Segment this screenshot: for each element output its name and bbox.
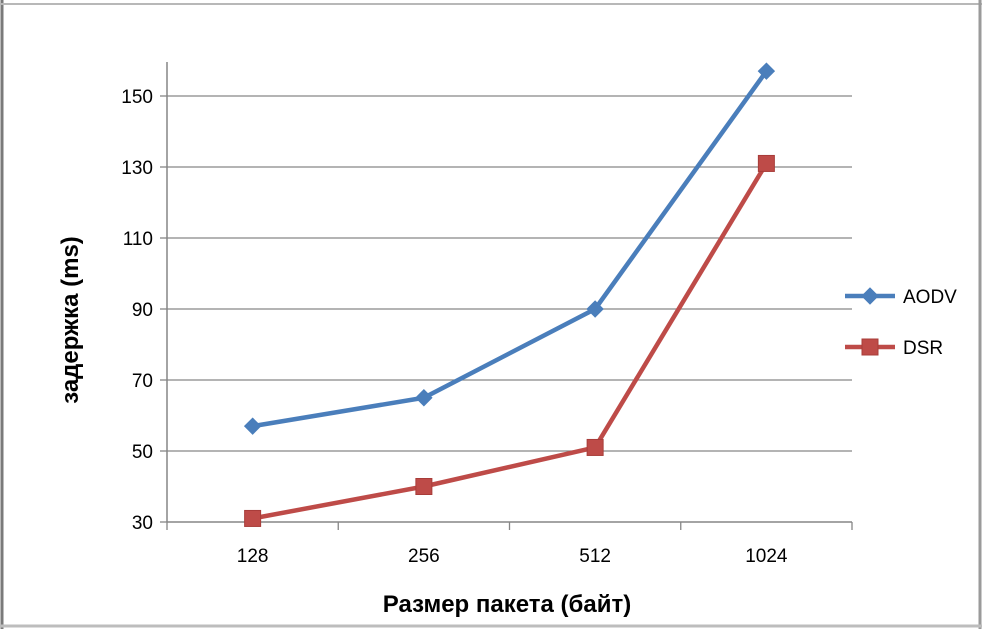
x-tick-label: 512 [579,546,611,567]
data-point-aodv [243,417,262,435]
y-tick-label: 30 [132,513,153,534]
series [243,62,776,527]
legend-marker-aodv [861,287,879,305]
data-point-dsr [586,438,604,456]
data-point-aodv [757,62,776,80]
x-axis-title: Размер пакета (байт) [383,591,631,618]
legend-marker-dsr [861,338,879,356]
axes [160,62,853,530]
y-tick-label: 50 [132,442,153,463]
x-tick-labels: 128 256 512 1024 [237,546,788,567]
y-tick-label: 110 [123,229,153,250]
y-tick-label: 90 [132,300,153,321]
data-point-dsr [415,478,433,495]
series-line-dsr [252,162,769,521]
x-tick-label: 1024 [745,546,788,567]
legend: AODV DSR [845,287,957,359]
y-axis-title: задержка (ms) [57,236,84,404]
y-tick-label: 70 [132,371,153,392]
series-line-aodv [252,69,769,429]
gridlines [167,95,852,452]
legend-label-aodv: AODV [903,287,957,308]
x-tick-label: 256 [408,546,440,567]
x-tick-label: 128 [237,546,269,567]
y-tick-label: 130 [121,158,153,179]
y-tick-label: 150 [121,87,153,108]
data-point-dsr [757,154,775,172]
legend-label-dsr: DSR [903,338,943,359]
data-point-aodv [586,300,604,318]
y-tick-labels: 30 50 70 90 110 130 150 [121,87,153,534]
data-point-dsr [244,509,262,527]
data-point-aodv [415,389,433,407]
